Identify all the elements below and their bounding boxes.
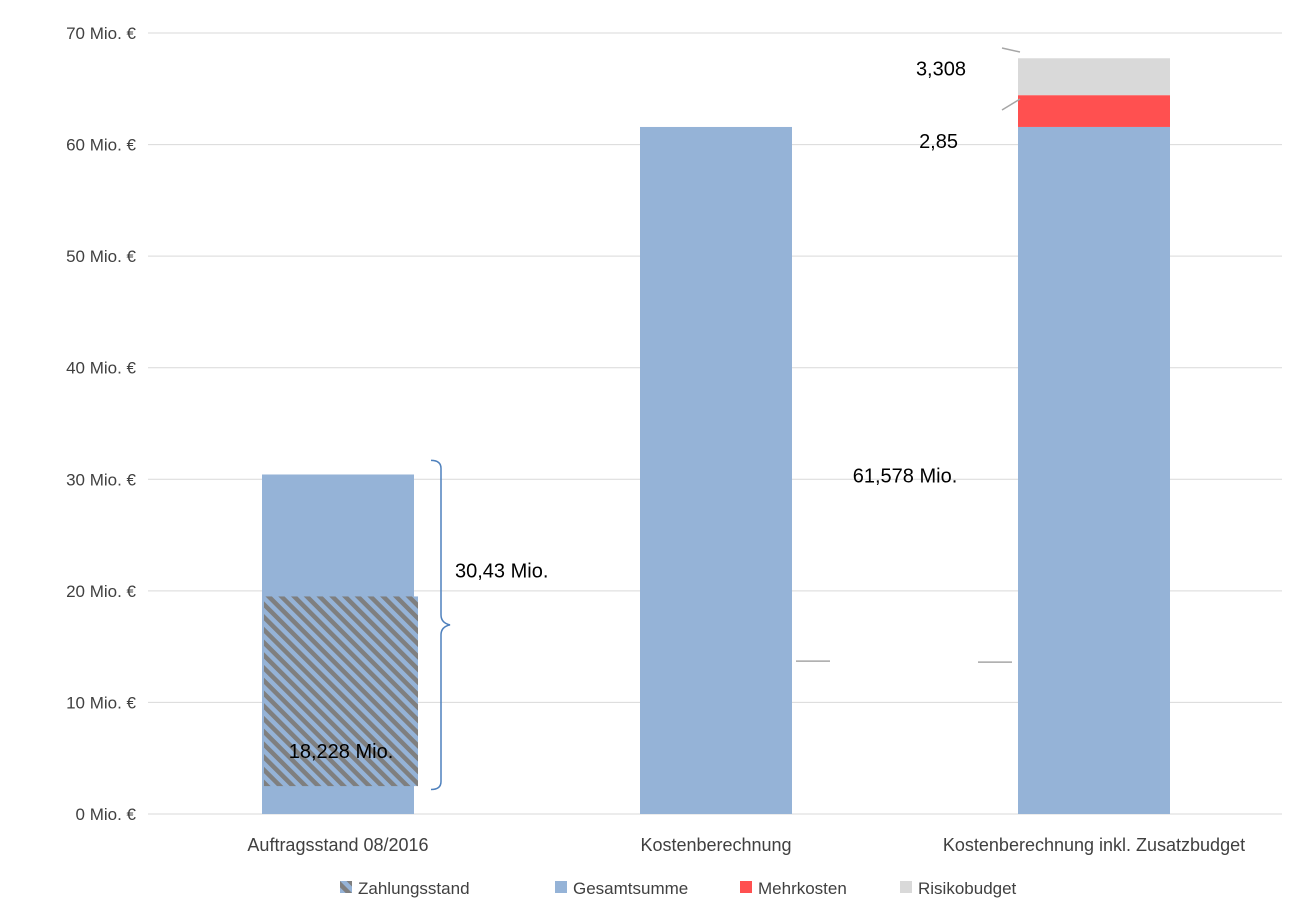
leader-line-risikobudget <box>1001 47 1021 53</box>
x-tick-label: Kostenberechnung inkl. Zusatzbudget <box>943 835 1245 855</box>
zahlungsstand-data-label: 18,228 Mio. <box>289 741 394 763</box>
legend-label: Zahlungsstand <box>358 879 470 898</box>
bar-risikobudget <box>1018 58 1170 96</box>
bar-mehrkosten <box>1018 95 1170 127</box>
annotations: 30,43 Mio. 18,228 Mio. 61,578 Mio. 3,308… <box>289 47 1021 791</box>
y-tick-label: 70 Mio. € <box>66 24 136 43</box>
gesamtsumme-data-label: 61,578 Mio. <box>853 466 958 488</box>
legend-swatch <box>900 881 912 893</box>
y-tick-label: 50 Mio. € <box>66 247 136 266</box>
y-tick-label: 40 Mio. € <box>66 359 136 378</box>
legend-swatch <box>740 881 752 893</box>
legend-swatch <box>340 881 352 893</box>
x-tick-label: Kostenberechnung <box>640 835 791 855</box>
bar-gesamtsumme <box>1018 126 1170 814</box>
legend-label: Mehrkosten <box>758 879 847 898</box>
y-tick-label: 60 Mio. € <box>66 136 136 155</box>
x-tick-label: Auftragsstand 08/2016 <box>247 835 428 855</box>
legend-swatch <box>555 881 567 893</box>
risikobudget-data-label: 3,308 <box>916 58 966 80</box>
y-tick-label: 20 Mio. € <box>66 582 136 601</box>
y-tick-label: 0 Mio. € <box>76 805 137 824</box>
brace-total-label: 30,43 Mio. <box>455 560 548 582</box>
y-tick-label: 10 Mio. € <box>66 693 136 712</box>
legend: Zahlungsstand Gesamtsumme Mehrkosten Risiko… <box>340 879 1017 898</box>
payment-status-overlay <box>264 596 418 787</box>
bars <box>262 58 1170 814</box>
mehrkosten-data-label: 2,85 <box>919 131 958 153</box>
y-tick-label: 30 Mio. € <box>66 470 136 489</box>
brace-bracket <box>430 459 451 791</box>
x-axis-labels: Auftragsstand 08/2016 Kostenberechnung Kos… <box>247 835 1245 855</box>
y-axis-labels: 0 Mio. € 10 Mio. € 20 Mio. € 30 Mio. € 40 Mi… <box>66 24 136 824</box>
bar-gesamtsumme <box>640 126 792 814</box>
bar-zahlungsstand <box>264 596 418 787</box>
legend-label: Gesamtsumme <box>573 879 688 898</box>
leader-line-mehrkosten <box>1001 98 1021 111</box>
legend-label: Risikobudget <box>918 879 1017 898</box>
